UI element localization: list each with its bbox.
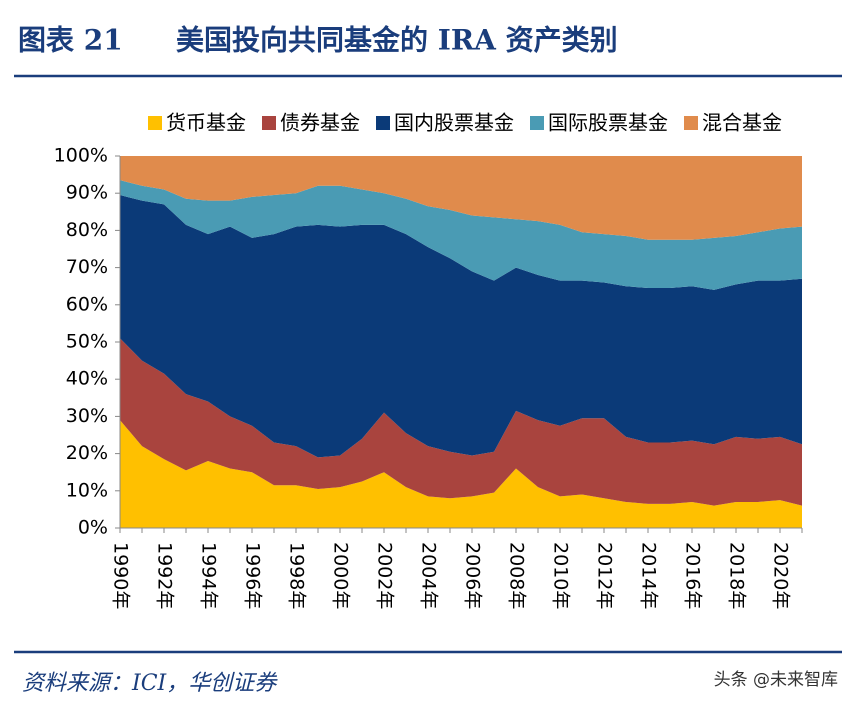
legend-label: 货币基金: [166, 111, 246, 135]
x-tick-label: 1994年: [198, 542, 220, 609]
x-tick-label: 2020年: [770, 542, 792, 609]
area: [120, 195, 802, 458]
x-tick-label: 2002年: [374, 542, 396, 609]
y-tick-label: 0%: [78, 517, 108, 539]
x-tick-label: 2018年: [726, 542, 748, 609]
x-tick-label: 2016年: [682, 542, 704, 609]
legend-swatch: [376, 116, 390, 130]
x-tick-label: 2010年: [550, 542, 572, 609]
y-tick-label: 60%: [66, 293, 108, 315]
y-tick-label: 80%: [66, 219, 108, 241]
x-tick-label: 2014年: [638, 542, 660, 609]
legend-swatch: [684, 116, 698, 130]
x-tick-label: 2008年: [506, 542, 528, 609]
legend: 货币基金 债券基金 国内股票基金 国际股票基金 混合基金: [148, 111, 782, 135]
y-tick-label: 100%: [54, 145, 108, 167]
legend-swatch: [148, 116, 162, 130]
x-tick-label: 1996年: [242, 542, 264, 609]
source: 资料来源：ICI，华创证券: [22, 671, 278, 696]
x-tick-label: 2012年: [594, 542, 616, 609]
y-tick-label: 10%: [66, 479, 108, 501]
x-tick-label: 2000年: [330, 542, 352, 609]
y-tick-label: 70%: [66, 256, 108, 278]
x-tick-label: 1992年: [154, 542, 176, 609]
y-tick-label: 50%: [66, 331, 108, 353]
y-tick-label: 90%: [66, 182, 108, 204]
x-tick-label: 2006年: [462, 542, 484, 609]
x-tick-label: 1998年: [286, 542, 308, 609]
area: [120, 180, 802, 290]
x-tick-label: 1990年: [110, 542, 132, 609]
y-tick-label: 20%: [66, 442, 108, 464]
legend-label: 混合基金: [702, 111, 782, 135]
y-tick-label: 40%: [66, 368, 108, 390]
y-tick-label: 30%: [66, 405, 108, 427]
legend-label: 国际股票基金: [548, 111, 668, 135]
legend-label: 债券基金: [280, 111, 360, 135]
watermark: 头条 @未来智库: [714, 670, 838, 690]
area: [120, 156, 802, 240]
legend-label: 国内股票基金: [394, 111, 514, 135]
legend-swatch: [530, 116, 544, 130]
x-tick-label: 2004年: [418, 542, 440, 609]
chart-label: 图表 21: [18, 24, 123, 57]
legend-swatch: [262, 116, 276, 130]
area: [120, 420, 802, 528]
area: [120, 338, 802, 506]
chart-title: 美国投向共同基金的 IRA 资产类别: [176, 24, 618, 57]
